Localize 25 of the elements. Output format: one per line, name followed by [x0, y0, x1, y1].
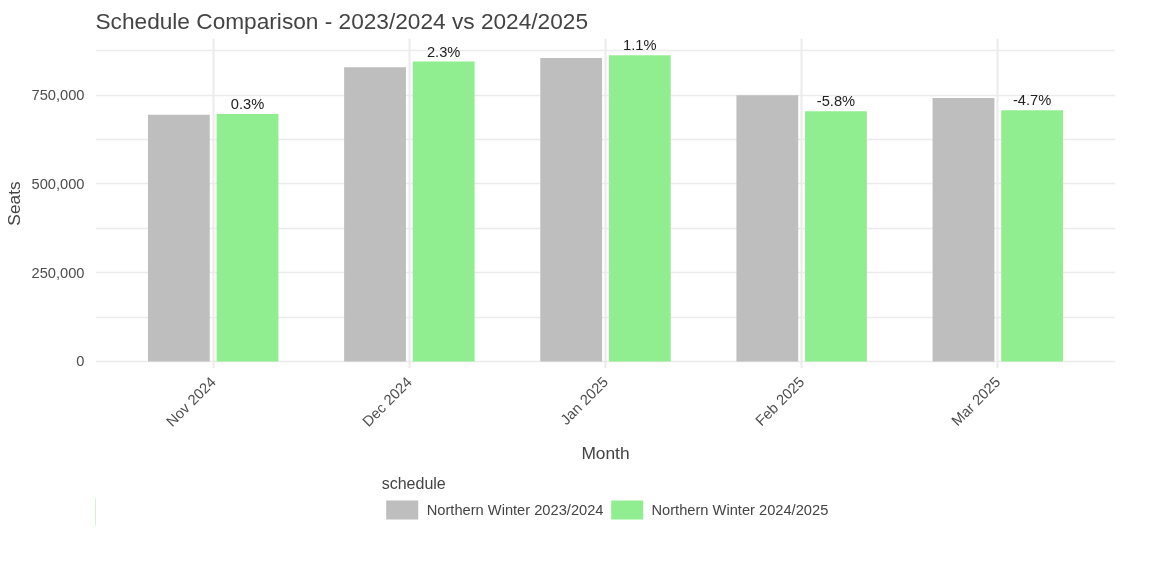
x-axis-title: Month [581, 443, 630, 464]
annotation: -4.7% [1012, 92, 1052, 109]
annotation: 0.3% [230, 96, 265, 113]
y-tick-label: 500,000 [31, 175, 85, 192]
bar [147, 114, 210, 362]
bar [216, 114, 279, 362]
annotation: 2.3% [426, 43, 461, 60]
bar [608, 55, 671, 362]
y-axis-title: Seats [3, 181, 24, 226]
y-tick-label: 750,000 [31, 87, 85, 104]
legend-label: Northern Winter 2024/2025 [651, 500, 829, 520]
y-tick-label: 250,000 [31, 264, 85, 281]
bar [540, 58, 603, 362]
legend-label: Northern Winter 2023/2024 [426, 500, 604, 520]
bar [805, 111, 867, 362]
chart-title: Schedule Comparison - 2023/2024 vs 2024/2025 [95, 7, 588, 34]
annotation: 1.1% [623, 37, 657, 54]
legend-title: schedule [381, 474, 447, 493]
bar [412, 61, 475, 362]
bar [1001, 110, 1064, 362]
y-tick-label: 0 [76, 353, 85, 370]
bar [736, 95, 799, 362]
bar [344, 67, 406, 362]
annotation: -5.8% [816, 93, 856, 110]
bar [932, 98, 995, 362]
